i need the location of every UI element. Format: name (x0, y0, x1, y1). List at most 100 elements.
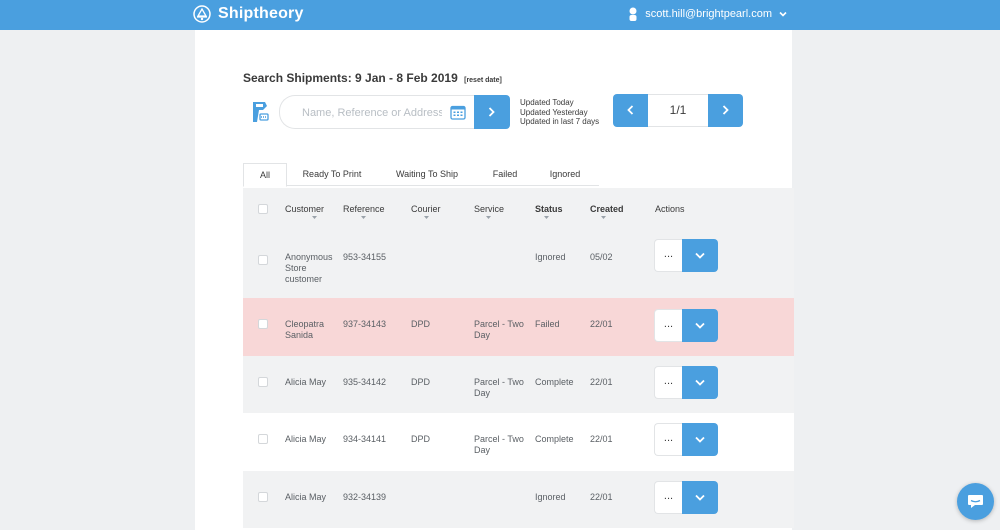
cell-service: Parcel - Two Day (474, 434, 524, 455)
cell-status: Ignored (535, 492, 566, 502)
sort-icon[interactable] (424, 216, 429, 219)
page-count: 1/1 (648, 94, 708, 127)
cell-reference: 953-34155 (343, 252, 387, 262)
chevron-left-icon (627, 105, 634, 115)
status-tabs: All Ready To Print Waiting To Ship Faile… (243, 163, 599, 187)
actions-dropdown-button[interactable] (682, 239, 718, 272)
column-header-courier[interactable]: Courier (411, 204, 441, 214)
row-checkbox[interactable] (258, 434, 268, 444)
previous-page-button[interactable] (613, 94, 648, 127)
actions-dropdown-button[interactable] (682, 481, 718, 514)
sort-icon[interactable] (361, 216, 366, 219)
shiptheory-logo-icon (193, 5, 211, 23)
tab-ignored[interactable]: Ignored (549, 169, 581, 179)
brand-name: Shiptheory (218, 5, 304, 22)
reset-date-link[interactable]: [reset date] (464, 77, 502, 84)
updated-7-days-link[interactable]: Updated in last 7 days (520, 117, 600, 126)
chevron-down-icon (695, 436, 705, 443)
cell-customer: Anonymous Store customer (285, 252, 333, 284)
table-row[interactable]: Cleopatra Sanida 937-34143 DPD Parcel - … (243, 298, 794, 356)
column-header-reference[interactable]: Reference (343, 204, 385, 214)
cell-customer: Cleopatra Sanida (285, 319, 325, 340)
search-input[interactable] (300, 104, 444, 122)
cell-reference: 935-34142 (343, 377, 387, 387)
table-row[interactable]: Alicia May 935-34142 DPD Parcel - Two Da… (243, 356, 794, 413)
tab-waiting-to-ship[interactable]: Waiting To Ship (395, 169, 459, 179)
column-header-status[interactable]: Status (535, 204, 563, 214)
search-button[interactable] (474, 95, 510, 129)
next-page-button[interactable] (708, 94, 743, 127)
search-box (279, 95, 476, 129)
calendar-icon[interactable] (450, 104, 466, 120)
more-actions-button[interactable]: ... (654, 481, 682, 514)
sort-icon[interactable] (486, 216, 491, 219)
tab-all[interactable]: All (243, 163, 287, 187)
search-title: Search Shipments: 9 Jan - 8 Feb 2019 (243, 71, 458, 85)
table-row[interactable]: Anonymous Store customer 953-34155 Ignor… (243, 236, 794, 298)
chevron-right-icon (722, 105, 729, 115)
cell-status: Complete (535, 377, 574, 387)
more-actions-button[interactable]: ... (654, 366, 682, 399)
actions-dropdown-button[interactable] (682, 366, 718, 399)
cell-customer: Alicia May (285, 377, 327, 387)
column-header-created[interactable]: Created (590, 204, 624, 214)
shipments-table: Customer Reference Courier Service Statu… (243, 188, 794, 528)
brand[interactable]: Shiptheory (192, 4, 304, 24)
row-actions: ... (654, 239, 719, 272)
updated-yesterday-link[interactable]: Updated Yesterday (520, 107, 588, 117)
user-menu[interactable]: scott.hill@brightpearl.com (627, 7, 788, 21)
table-header: Customer Reference Courier Service Statu… (243, 188, 794, 236)
cell-courier: DPD (411, 434, 431, 444)
chat-button[interactable] (957, 483, 994, 520)
column-header-customer[interactable]: Customer (285, 204, 325, 214)
more-actions-button[interactable]: ... (654, 309, 682, 342)
cell-status: Complete (535, 434, 574, 444)
tab-failed[interactable]: Failed (492, 169, 518, 179)
top-bar: Shiptheory scott.hill@brightpearl.com (0, 0, 1000, 30)
chevron-right-icon (488, 107, 495, 117)
chevron-down-icon (779, 11, 787, 17)
pagination: 1/1 (613, 94, 743, 127)
select-all-checkbox[interactable] (258, 204, 268, 214)
row-actions: ... (654, 366, 719, 399)
cell-created: 22/01 (590, 319, 613, 329)
cell-status: Failed (535, 319, 560, 329)
cell-courier: DPD (411, 377, 431, 387)
user-icon (629, 7, 637, 21)
actions-dropdown-button[interactable] (682, 423, 718, 456)
chevron-down-icon (695, 252, 705, 259)
more-actions-button[interactable]: ... (654, 239, 682, 272)
user-email: scott.hill@brightpearl.com (645, 8, 772, 20)
sort-icon[interactable] (544, 216, 549, 219)
more-actions-button[interactable]: ... (654, 423, 682, 456)
chevron-down-icon (695, 322, 705, 329)
cell-customer: Alicia May (285, 492, 327, 502)
tab-ready-to-print[interactable]: Ready To Print (302, 169, 362, 179)
main-card: Search Shipments: 9 Jan - 8 Feb 2019 [re… (195, 30, 794, 530)
row-actions: ... (654, 423, 719, 456)
sort-icon[interactable] (601, 216, 606, 219)
updated-filters: Updated Today Updated Yesterday Updated … (520, 98, 599, 127)
column-header-actions: Actions (655, 204, 685, 214)
cell-created: 05/02 (590, 252, 613, 262)
cell-reference: 937-34143 (343, 319, 387, 329)
row-actions: ... (654, 309, 719, 342)
chevron-down-icon (695, 494, 705, 501)
cell-service: Parcel - Two Day (474, 377, 524, 398)
column-header-service[interactable]: Service (474, 204, 505, 214)
row-checkbox[interactable] (258, 255, 268, 265)
table-row[interactable]: Alicia May 932-34139 Ignored 22/01 ... (243, 471, 794, 528)
row-checkbox[interactable] (258, 377, 268, 387)
sort-icon[interactable] (312, 216, 317, 219)
cell-created: 22/01 (590, 492, 613, 502)
table-row[interactable]: Alicia May 934-34141 DPD Parcel - Two Da… (243, 413, 794, 471)
actions-dropdown-button[interactable] (682, 309, 718, 342)
row-checkbox[interactable] (258, 492, 268, 502)
row-checkbox[interactable] (258, 319, 268, 329)
scanner-icon[interactable] (251, 100, 269, 124)
updated-today-link[interactable]: Updated Today (520, 98, 574, 107)
row-actions: ... (654, 481, 719, 514)
cell-status: Ignored (535, 252, 566, 262)
cell-courier: DPD (411, 319, 431, 329)
cell-reference: 932-34139 (343, 492, 387, 502)
